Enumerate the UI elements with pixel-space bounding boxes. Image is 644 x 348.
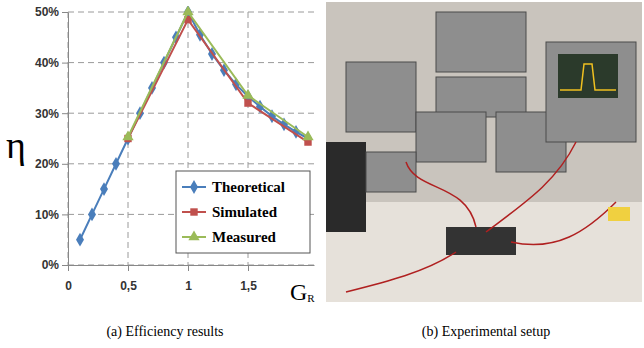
grid-line-x (68, 12, 69, 265)
marker (302, 130, 313, 140)
photo-desk (326, 202, 642, 302)
photo-laptop (326, 142, 366, 232)
tick: 40% (35, 56, 68, 70)
tick-mark (128, 265, 129, 271)
photo-trace (560, 64, 616, 90)
y-axis-title: η (6, 124, 26, 166)
legend-label: Simulated (212, 204, 278, 220)
grid-line-y (68, 113, 314, 114)
tick-mark (188, 265, 189, 271)
legend-marker (190, 208, 197, 215)
photo-board (446, 227, 516, 255)
tick: 0 (65, 265, 72, 293)
legend-marker (188, 230, 199, 240)
tick-label: 0% (42, 258, 60, 272)
y-axis: 0% 10% 20% 30% 40% 50% (35, 5, 69, 272)
tick: 1,5 (240, 265, 257, 293)
marker (100, 182, 108, 196)
marker (244, 99, 251, 106)
photo-instrument (366, 152, 416, 192)
tick-mark (62, 12, 68, 13)
photo-instrument (546, 42, 636, 142)
tick-label: 50% (35, 5, 59, 19)
tick: 50% (35, 5, 68, 19)
marker (242, 89, 253, 99)
photo-background (326, 2, 642, 302)
photo (326, 2, 642, 302)
marker (182, 6, 193, 15)
tick-mark (62, 164, 68, 165)
tick: 1 (185, 265, 192, 293)
tick-label: 20% (35, 157, 59, 171)
legend: Theoretical Simulated Measured (176, 171, 310, 253)
photo-instrument (346, 62, 416, 132)
caption: (a) Efficiency results (106, 324, 223, 340)
marker (88, 207, 96, 221)
tick-label: 0 (65, 279, 72, 293)
figure: 0 0,5 1 1,5 0% 10% 20% 30% 40% 50% GR η Theoretical S… (0, 0, 644, 348)
tick-label: 30% (35, 107, 59, 121)
photo-clip (608, 207, 630, 221)
tick-mark (62, 214, 68, 215)
tick: 30% (35, 107, 68, 121)
photo-screen (558, 54, 618, 98)
grid-line-y (68, 62, 314, 63)
legend-label: Theoretical (212, 179, 285, 195)
grid-line-y (68, 265, 314, 266)
x-axis: 0 0,5 1 1,5 (65, 265, 314, 293)
tick-mark (248, 265, 249, 271)
legend-marker (190, 180, 198, 194)
legend-label: Measured (212, 229, 277, 245)
photo-instrument (436, 12, 526, 72)
photo-cables (346, 142, 616, 292)
tick-label: 40% (35, 56, 59, 70)
marker (122, 130, 133, 140)
tick: 20% (35, 157, 68, 171)
tick-label: 0,5 (120, 279, 137, 293)
marker (112, 157, 120, 171)
axis-line (69, 265, 315, 266)
photo-instrument (416, 112, 486, 162)
series-line (128, 12, 308, 137)
x-axis-title: GR (290, 279, 315, 305)
tick-mark (62, 265, 68, 266)
marker (76, 233, 84, 247)
grid (68, 12, 314, 265)
tick-label: 10% (35, 208, 59, 222)
tick: 10% (35, 208, 68, 222)
tick-label: 1,5 (240, 279, 257, 293)
grid-line-y (68, 163, 314, 164)
photo-instrument (436, 77, 526, 117)
legend-box (176, 171, 310, 253)
tick-mark (68, 265, 69, 271)
tick-label: 1 (185, 279, 192, 293)
tick: 0,5 (120, 265, 137, 293)
tick: 0% (42, 258, 68, 272)
axis-line (68, 13, 69, 266)
tick-mark (62, 63, 68, 64)
caption: (b) Experimental setup (422, 324, 550, 340)
tick-mark (62, 113, 68, 114)
